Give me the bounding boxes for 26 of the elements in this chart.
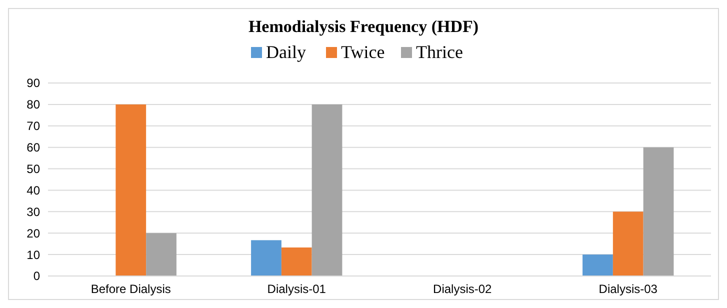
bar bbox=[116, 104, 146, 276]
bar bbox=[582, 254, 613, 276]
bar bbox=[251, 240, 282, 276]
y-tick-label: 50 bbox=[26, 162, 40, 176]
y-tick-label: 10 bbox=[26, 248, 40, 262]
y-tick-label: 90 bbox=[26, 76, 40, 90]
chart-title: Hemodialysis Frequency (HDF) bbox=[248, 17, 479, 36]
x-tick-label: Dialysis-03 bbox=[598, 282, 658, 296]
legend-label: Daily bbox=[266, 42, 306, 62]
x-tick-label: Dialysis-02 bbox=[433, 282, 492, 296]
y-tick-label: 40 bbox=[26, 183, 40, 198]
y-tick-label: 70 bbox=[26, 119, 40, 134]
bar bbox=[643, 147, 674, 276]
legend-label: Twice bbox=[341, 42, 385, 62]
legend-label: Thrice bbox=[416, 42, 463, 62]
y-tick-label: 30 bbox=[26, 204, 40, 219]
bar bbox=[312, 104, 342, 276]
y-tick-label: 60 bbox=[26, 140, 40, 155]
y-tick-label: 20 bbox=[26, 226, 40, 240]
y-tick-label: 80 bbox=[26, 98, 40, 112]
bar bbox=[146, 233, 176, 276]
x-tick-label: Dialysis-01 bbox=[267, 282, 326, 296]
bar bbox=[612, 212, 644, 276]
y-tick-label: 0 bbox=[33, 269, 40, 284]
bar bbox=[281, 247, 312, 276]
x-tick-label: Before Dialysis bbox=[90, 282, 171, 296]
